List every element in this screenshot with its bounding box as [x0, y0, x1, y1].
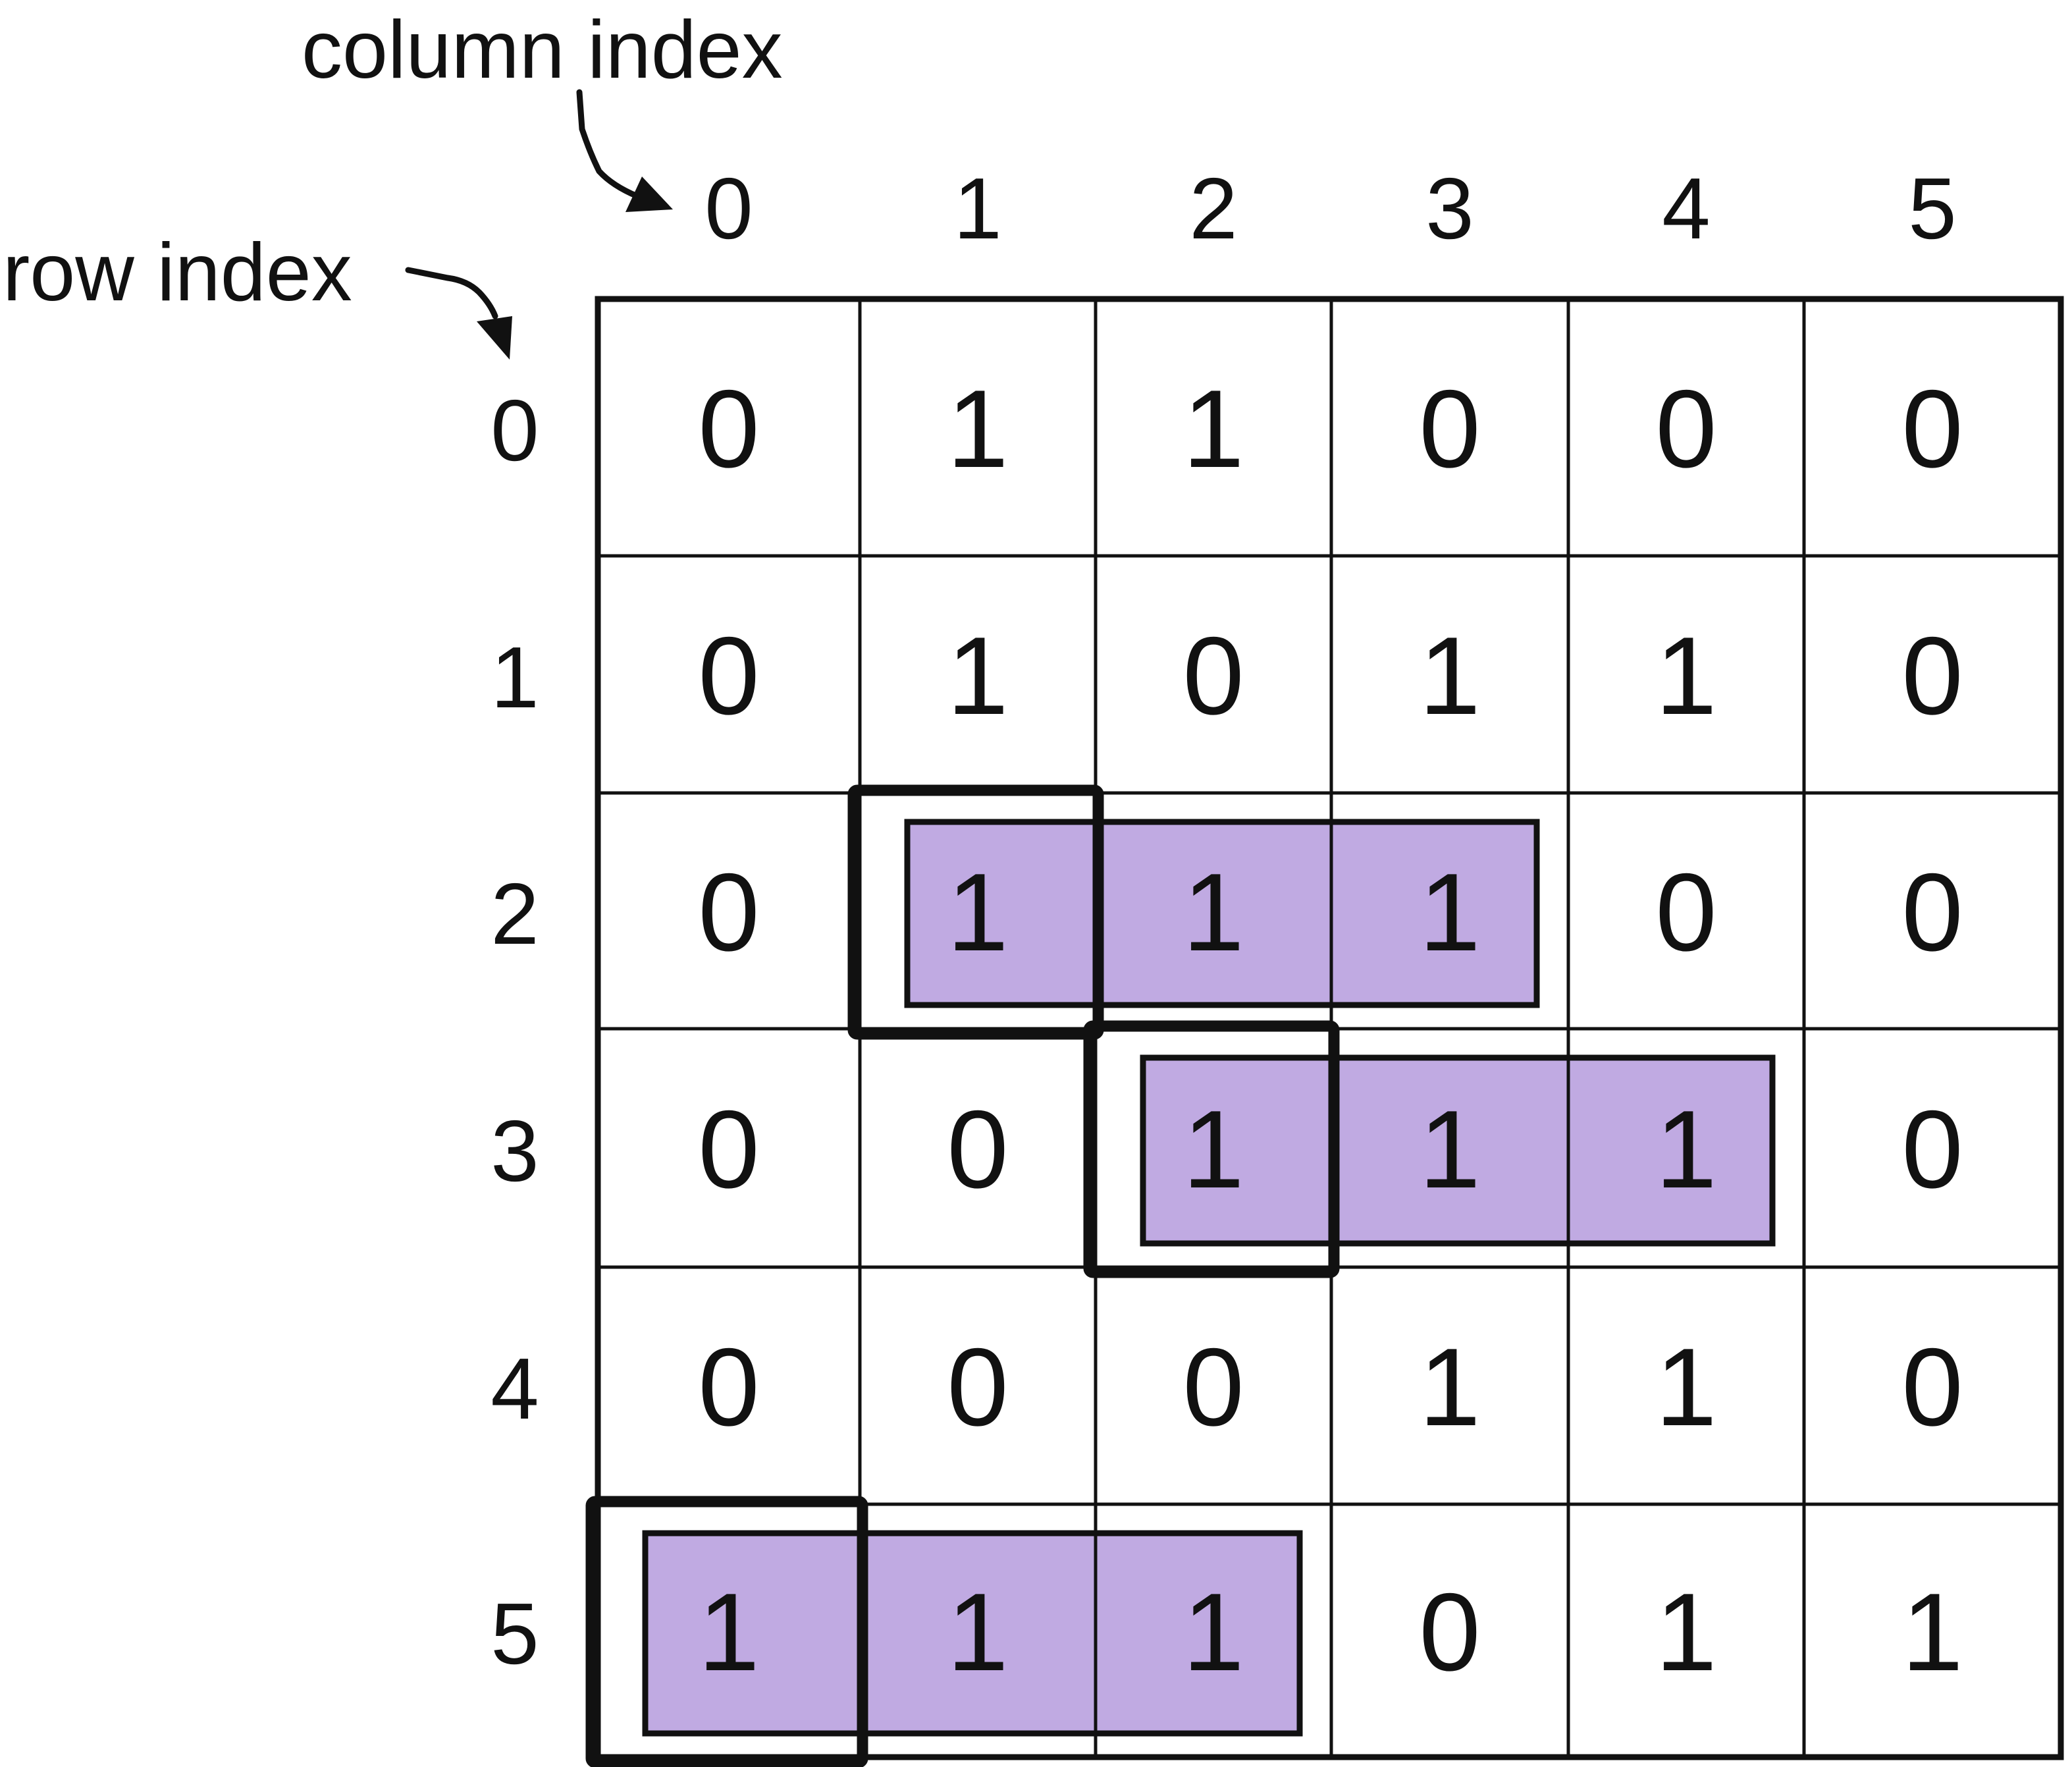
column-indices: 0 1 2 3 4 5	[704, 160, 1956, 257]
grid-cell: 1	[1419, 1087, 1480, 1211]
grid-cell: 1	[1655, 1087, 1716, 1211]
row-index-number: 5	[491, 1585, 539, 1682]
grid-cell: 0	[698, 367, 759, 491]
row-index-arrow	[405, 267, 498, 319]
grid-border	[595, 296, 2064, 1760]
grid-cell: 1	[1182, 1570, 1244, 1694]
row-index-label: row index	[3, 227, 352, 318]
column-index-label: column index	[302, 5, 783, 95]
column-index-number: 2	[1189, 160, 1237, 257]
grid-cells: 0 1 1 0 0 0 0 1 0 1 1 0 0 1 1 1 0 0 0 0 1 1 1 0 0 0 0 1 1 0 1 1 1 0 1 1	[698, 367, 1963, 1694]
grid-cell: 1	[698, 1570, 759, 1694]
grid-cell: 1	[947, 850, 1008, 974]
highlight-run-2	[642, 1530, 1303, 1737]
highlight-run-1	[1140, 1054, 1776, 1247]
grid-cell: 1	[947, 367, 1008, 491]
grid-cell: 0	[947, 1087, 1008, 1211]
grid-cell: 1	[1182, 367, 1244, 491]
column-index-number: 1	[953, 160, 1001, 257]
grid-cell: 1	[1655, 1325, 1716, 1449]
row-index-number: 0	[491, 382, 539, 479]
grid-cell: 0	[947, 1325, 1008, 1449]
column-index-number: 3	[1425, 160, 1474, 257]
grid-cell: 1	[947, 1570, 1008, 1694]
grid-cell: 0	[1182, 614, 1244, 738]
row-index-number: 4	[491, 1340, 539, 1437]
grid-cell: 0	[1901, 850, 1963, 974]
grid-cell: 1	[1655, 614, 1716, 738]
grid-cell: 0	[698, 614, 759, 738]
column-index-arrow	[576, 89, 641, 200]
run-start-box-2	[585, 1496, 868, 1767]
run-start-box-1	[1083, 1020, 1340, 1278]
row-index-number: 2	[491, 865, 539, 962]
row-indices: 0 1 2 3 4 5	[491, 382, 539, 1682]
highlight-run-0	[904, 819, 1540, 1008]
grid-cell: 1	[1419, 614, 1480, 738]
grid-cell: 1	[947, 614, 1008, 738]
grid-cell: 0	[1419, 367, 1480, 491]
run-start-boxes	[585, 784, 1340, 1767]
column-index-number: 0	[704, 160, 753, 257]
column-index-number: 5	[1908, 160, 1956, 257]
grid-cell: 0	[1182, 1325, 1244, 1449]
grid-cell: 0	[1655, 367, 1716, 491]
grid-cell: 1	[1655, 1570, 1716, 1694]
row-index-number: 3	[491, 1102, 539, 1199]
grid-cell: 1	[1901, 1570, 1963, 1694]
row-index-number: 1	[491, 629, 539, 726]
highlight-runs	[642, 819, 1776, 1737]
grid-cell: 0	[1901, 614, 1963, 738]
grid-cell: 1	[1419, 850, 1480, 974]
grid-cell: 0	[1901, 1325, 1963, 1449]
grid-cell: 0	[1655, 850, 1716, 974]
column-index-arrowhead	[625, 177, 673, 212]
row-index-arrowhead	[477, 316, 512, 360]
run-start-box-0	[847, 784, 1104, 1040]
grid-cell: 0	[698, 1325, 759, 1449]
grid-cell: 1	[1182, 1087, 1244, 1211]
grid-cell: 0	[698, 1087, 759, 1211]
grid-cell: 0	[1901, 1087, 1963, 1211]
grid-cell: 0	[698, 850, 759, 974]
grid-cell: 0	[1901, 367, 1963, 491]
grid-cell: 0	[1419, 1570, 1480, 1694]
grid-cell: 1	[1182, 850, 1244, 974]
column-index-number: 4	[1662, 160, 1710, 257]
grid-cell: 1	[1419, 1325, 1480, 1449]
